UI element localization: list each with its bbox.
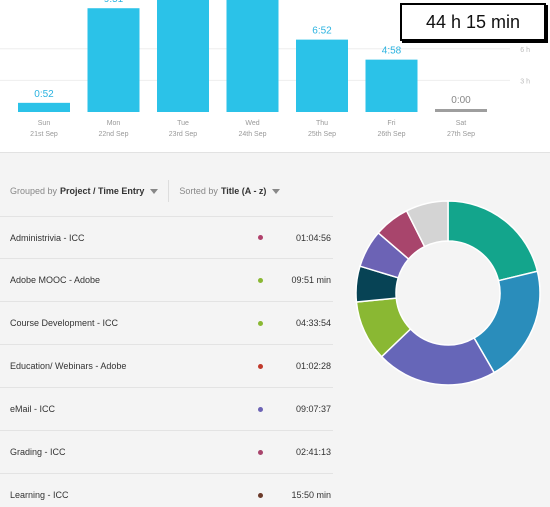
day-name-label: Tue bbox=[177, 120, 189, 127]
day-date-label: 23rd Sep bbox=[169, 131, 198, 138]
list-item[interactable]: Course Development - ICC 04:33:54 bbox=[0, 302, 333, 345]
entry-duration: 09:07:37 bbox=[295, 404, 331, 414]
project-color-dot bbox=[258, 320, 263, 326]
bar-value-label: 0:52 bbox=[34, 89, 54, 100]
day-date-label: 22nd Sep bbox=[99, 131, 129, 138]
list-item[interactable]: Learning - ICC 15:50 min bbox=[0, 474, 333, 507]
donut-segment[interactable] bbox=[447, 200, 539, 282]
total-time-box: 44 h 15 min bbox=[400, 3, 546, 41]
day-date-label: 21st Sep bbox=[30, 131, 58, 138]
chart-bar[interactable] bbox=[18, 102, 70, 112]
project-color-dot bbox=[258, 492, 263, 498]
project-color-dot bbox=[258, 277, 263, 283]
day-name-label: Sat bbox=[456, 120, 467, 127]
list-controls: Grouped by Project / Time Entry Sorted b… bbox=[0, 178, 290, 204]
entry-name: Learning - ICC bbox=[10, 490, 69, 500]
day-name-label: Fri bbox=[387, 120, 396, 127]
sort-by-prefix: Sorted by bbox=[179, 186, 218, 196]
day-date-label: 27th Sep bbox=[447, 131, 475, 138]
day-name-label: Sun bbox=[38, 120, 51, 127]
project-color-dot bbox=[258, 406, 263, 412]
entry-duration: 09:51 min bbox=[291, 275, 331, 285]
project-donut-chart bbox=[355, 200, 541, 386]
chart-bar[interactable] bbox=[226, 0, 279, 112]
chart-bar[interactable] bbox=[87, 8, 140, 113]
entry-duration: 01:04:56 bbox=[295, 232, 331, 243]
entry-duration: 01:02:28 bbox=[295, 361, 331, 371]
list-item[interactable]: Adobe MOOC - Adobe 09:51 min bbox=[0, 259, 333, 302]
day-name-label: Wed bbox=[245, 120, 259, 127]
day-date-label: 24th Sep bbox=[238, 131, 266, 138]
list-item[interactable]: Administrivia - ICC 01:04:56 bbox=[0, 216, 333, 259]
entry-name: Education/ Webinars - Adobe bbox=[10, 361, 127, 371]
project-entries-list: Administrivia - ICC 01:04:56 Adobe MOOC … bbox=[0, 216, 333, 507]
project-color-dot bbox=[258, 449, 263, 455]
day-date-label: 26th Sep bbox=[377, 131, 405, 138]
entry-name: Administrivia - ICC bbox=[10, 232, 85, 243]
chart-bar[interactable] bbox=[296, 39, 348, 112]
chart-bar[interactable] bbox=[157, 0, 209, 113]
group-by-prefix: Grouped by bbox=[10, 186, 58, 196]
grid-label: 6 h bbox=[520, 47, 530, 54]
donut-segment[interactable] bbox=[405, 200, 449, 248]
bar-value-label: 6:52 bbox=[312, 26, 332, 37]
bar-value-label: 9:51 bbox=[104, 0, 124, 5]
section-divider bbox=[0, 152, 550, 153]
entry-duration: 02:41:13 bbox=[295, 447, 331, 457]
list-item[interactable]: Grading - ICC 02:41:13 bbox=[0, 431, 333, 474]
entry-name: Grading - ICC bbox=[10, 447, 66, 457]
caret-down-icon bbox=[150, 188, 159, 194]
day-name-label: Mon bbox=[107, 120, 121, 127]
group-by-value: Project / Time Entry bbox=[60, 186, 145, 196]
group-by-dropdown[interactable]: Grouped by Project / Time Entry bbox=[0, 178, 168, 204]
chart-bar[interactable] bbox=[435, 109, 487, 112]
day-name-label: Thu bbox=[316, 120, 328, 127]
entry-duration: 04:33:54 bbox=[295, 318, 331, 328]
grid-label: 3 h bbox=[520, 78, 530, 85]
caret-down-icon bbox=[272, 188, 281, 194]
list-item[interactable]: eMail - ICC 09:07:37 bbox=[0, 388, 333, 431]
entry-name: Adobe MOOC - Adobe bbox=[10, 275, 101, 285]
entry-name: Course Development - ICC bbox=[10, 318, 119, 328]
bar-value-label: 0:00 bbox=[451, 95, 471, 106]
project-color-dot bbox=[258, 363, 263, 369]
sort-by-dropdown[interactable]: Sorted by Title (A - z) bbox=[169, 178, 290, 204]
controls-divider bbox=[168, 180, 170, 202]
total-time-value: 44 h 15 min bbox=[425, 11, 521, 32]
chart-bar[interactable] bbox=[365, 59, 418, 112]
entry-duration: 15:50 min bbox=[291, 490, 331, 500]
sort-by-value: Title (A - z) bbox=[220, 186, 267, 196]
entry-name: eMail - ICC bbox=[10, 404, 56, 414]
day-date-label: 25th Sep bbox=[308, 131, 336, 138]
project-color-dot bbox=[258, 235, 263, 240]
list-item[interactable]: Education/ Webinars - Adobe 01:02:28 bbox=[0, 345, 333, 388]
bar-value-label: 4:58 bbox=[382, 46, 402, 57]
